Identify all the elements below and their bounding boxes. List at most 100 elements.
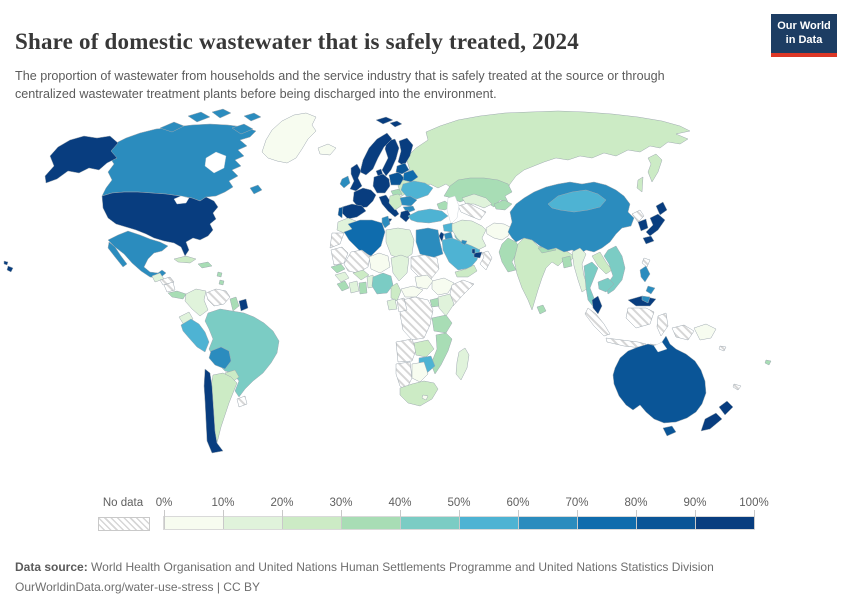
country-canada[interactable] [101, 123, 257, 202]
country-niger[interactable] [368, 252, 391, 274]
legend-bin-50-60%[interactable] [459, 517, 518, 529]
country-norway[interactable] [359, 116, 403, 176]
country-turkey[interactable] [407, 208, 449, 224]
country-usa-alaska[interactable] [44, 135, 119, 184]
country-greenland[interactable] [261, 112, 317, 164]
country-brazil[interactable] [204, 308, 280, 398]
legend-bin-40-50%[interactable] [400, 517, 459, 529]
country-nigeria[interactable] [371, 272, 394, 295]
legend-bin-20-30%[interactable] [282, 517, 341, 529]
country-lesotho[interactable] [421, 394, 429, 401]
country-papua-new-guinea[interactable] [693, 323, 717, 341]
country-central-african-republic[interactable] [400, 285, 424, 298]
country-ethiopia[interactable] [431, 277, 455, 296]
country-saudi-arabia[interactable] [441, 237, 481, 271]
country-malaysia[interactable] [591, 295, 657, 315]
country-venezuela[interactable] [205, 288, 231, 307]
country-mongolia[interactable] [547, 189, 607, 213]
country-south-korea[interactable] [637, 218, 649, 232]
country-burkina-faso[interactable] [352, 269, 370, 281]
country-philippines[interactable] [639, 265, 656, 304]
country-taiwan[interactable] [641, 257, 651, 268]
country-new-caledonia[interactable] [732, 383, 742, 391]
country-ecuador[interactable] [178, 311, 194, 326]
country-tanzania[interactable] [431, 314, 453, 334]
country-south-africa[interactable] [399, 380, 439, 407]
country-romania[interactable] [399, 195, 418, 207]
country-libya[interactable] [385, 227, 415, 261]
country-australia[interactable] [612, 335, 707, 437]
country-oman[interactable] [479, 250, 493, 271]
country-kuwait[interactable] [460, 239, 468, 246]
country-sudan[interactable] [410, 254, 440, 280]
country-fiji[interactable] [764, 359, 772, 366]
country-bangladesh[interactable] [561, 255, 573, 269]
country-north-korea[interactable] [631, 209, 645, 223]
country-lesser-antilles[interactable] [216, 271, 225, 286]
country-iran[interactable] [451, 219, 487, 251]
country-senegal[interactable] [330, 263, 346, 274]
legend-bin-30-40%[interactable] [341, 517, 400, 529]
country-dr-congo[interactable] [399, 296, 434, 341]
country-russia[interactable] [397, 110, 691, 197]
country-thailand[interactable] [583, 261, 601, 310]
country-yemen[interactable] [454, 264, 478, 278]
country-gabon[interactable] [386, 298, 398, 311]
country-honduras[interactable] [159, 276, 175, 286]
country-cameroon[interactable] [390, 282, 402, 302]
country-cuba[interactable] [173, 255, 197, 264]
country-kyrgyzstan-tajikistan[interactable] [493, 199, 513, 211]
country-algeria[interactable] [343, 219, 386, 257]
country-mozambique[interactable] [430, 332, 453, 375]
country-ukraine[interactable] [400, 180, 434, 200]
country-sweden[interactable] [381, 138, 400, 177]
country-belarus[interactable] [402, 169, 419, 183]
country-chile[interactable] [203, 368, 224, 454]
country-guyana[interactable] [229, 296, 240, 312]
country-spain[interactable] [341, 203, 367, 220]
country-afghanistan[interactable] [485, 222, 513, 241]
country-uruguay[interactable] [236, 395, 248, 408]
country-germany[interactable] [372, 173, 391, 194]
country-ireland[interactable] [339, 175, 351, 189]
country-sri-lanka[interactable] [536, 304, 547, 315]
country-united-arab-emirates[interactable] [473, 251, 483, 259]
country-guinea[interactable] [334, 271, 350, 283]
country-western-sahara[interactable] [329, 232, 345, 249]
country-zambia[interactable] [413, 339, 435, 358]
country-iceland[interactable] [317, 143, 337, 156]
country-portugal[interactable] [337, 206, 344, 219]
country-mauritania[interactable] [330, 246, 349, 266]
country-solomon-islands[interactable] [718, 345, 727, 352]
country-botswana[interactable] [411, 361, 429, 383]
legend-bin-80-90%[interactable] [636, 517, 695, 529]
country-usa[interactable] [101, 191, 219, 257]
country-indonesia[interactable] [584, 307, 695, 350]
country-kenya[interactable] [437, 293, 455, 317]
country-costa-rica-panama[interactable] [167, 290, 187, 300]
country-dominican-republic[interactable] [197, 261, 213, 269]
country-peru[interactable] [180, 318, 210, 353]
country-chad[interactable] [390, 254, 410, 282]
attribution-line[interactable]: OurWorldinData.org/water-use-stress | CC… [15, 580, 260, 594]
country-turkmenistan[interactable] [457, 202, 487, 221]
legend-bin-60-70%[interactable] [518, 517, 577, 529]
legend-bin-0-10%[interactable] [164, 517, 223, 529]
legend-no-data-swatch[interactable] [98, 517, 150, 531]
country-ghana[interactable] [358, 281, 368, 295]
country-russia-sakhalin[interactable] [636, 176, 644, 193]
country-suriname[interactable] [238, 298, 249, 312]
country-south-sudan[interactable] [414, 274, 434, 290]
owid-logo[interactable]: Our World in Data [771, 14, 837, 57]
country-finland[interactable] [397, 137, 414, 167]
legend-bin-70-80%[interactable] [577, 517, 636, 529]
country-mexico[interactable] [107, 230, 169, 279]
country-tunisia[interactable] [381, 215, 391, 229]
country-baltic-states[interactable] [395, 162, 410, 175]
country-qatar[interactable] [471, 248, 476, 255]
country-mali[interactable] [343, 249, 371, 274]
country-usa-hawaii[interactable] [3, 260, 14, 273]
country-japan[interactable] [642, 201, 668, 245]
country-canada-islands[interactable] [159, 108, 263, 195]
legend-bin-90-100%[interactable] [695, 517, 754, 529]
